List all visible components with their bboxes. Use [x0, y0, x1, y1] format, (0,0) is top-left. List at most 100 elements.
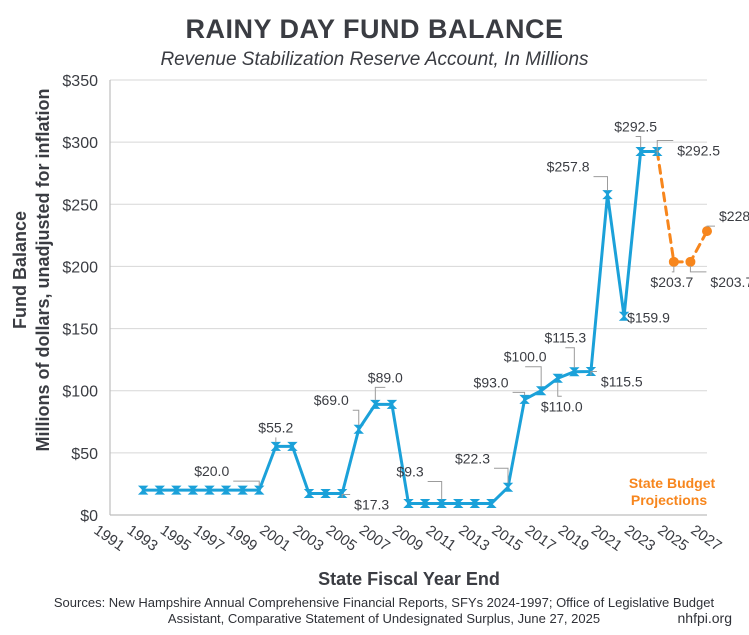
- x-tick-label: 2007: [356, 522, 393, 555]
- label-leader-line: [512, 391, 526, 396]
- data-point-marker: [403, 498, 414, 508]
- data-label: $257.8: [547, 159, 590, 175]
- x-tick-label: 1999: [223, 522, 260, 555]
- chart-axes: [109, 80, 707, 516]
- y-tick-label: $0: [80, 508, 98, 525]
- label-leader-line: [233, 480, 260, 487]
- data-point-marker: [270, 441, 282, 451]
- chart-subtitle: Revenue Stabilization Reserve Account, I…: [160, 49, 589, 70]
- data-label: $203.7: [650, 274, 693, 290]
- label-leader-line: [374, 386, 386, 401]
- x-tick-label: 1997: [190, 522, 227, 555]
- data-point-marker: [137, 485, 149, 495]
- data-label: $9.3: [396, 463, 423, 479]
- data-label: $20.0: [194, 463, 229, 479]
- source-line-2: Assistant, Comparative Statement of Unde…: [167, 611, 601, 626]
- x-tick-label: 2011: [423, 522, 459, 554]
- data-label: $115.5: [601, 373, 643, 389]
- y-tick-label: $350: [62, 73, 98, 90]
- data-label: $69.0: [314, 392, 349, 408]
- y-tick-label: $50: [71, 446, 98, 463]
- source-note: Sources: New Hampshire Annual Comprehens…: [44, 595, 724, 627]
- projection-line: [655, 149, 709, 264]
- data-point-marker: [519, 394, 530, 404]
- data-point-marker: [602, 190, 613, 200]
- y-tick-label: $300: [62, 135, 98, 152]
- chart-markers: [137, 146, 712, 508]
- data-point-marker: [254, 485, 265, 495]
- x-tick-label: 2009: [389, 522, 426, 555]
- data-point-marker: [702, 226, 712, 237]
- data-point-marker: [303, 488, 315, 498]
- data-label: $115.3: [544, 330, 586, 346]
- label-leader-line: [525, 366, 542, 387]
- data-point-marker: [685, 256, 696, 267]
- data-point-marker: [204, 485, 215, 495]
- label-leader-line: [689, 265, 707, 273]
- data-point-marker: [386, 399, 398, 409]
- data-point-marker: [353, 424, 364, 434]
- y-axis-label-line1: Fund Balance: [10, 211, 30, 329]
- x-tick-label: 2025: [654, 522, 691, 555]
- label-leader-line: [656, 139, 674, 156]
- data-label: $292.5: [677, 142, 720, 158]
- data-label: $55.2: [258, 419, 293, 435]
- data-point-marker: [187, 485, 199, 495]
- data-label: $110.0: [541, 398, 583, 414]
- y-tick-label: $150: [62, 322, 98, 339]
- chart-title: RAINY DAY FUND BALANCE: [185, 14, 564, 44]
- data-point-marker: [486, 498, 497, 508]
- projection-label-line1: State Budget: [629, 475, 716, 491]
- data-point-marker: [453, 498, 464, 508]
- x-tick-label: 1993: [124, 522, 161, 555]
- label-leader-line: [557, 382, 562, 397]
- data-point-marker: [419, 498, 431, 508]
- label-leader-line: [635, 135, 642, 148]
- label-leader-line: [706, 225, 715, 228]
- x-tick-label: 2017: [522, 522, 559, 555]
- x-tick-label: 2023: [621, 522, 658, 555]
- x-tick-label: 2005: [323, 522, 360, 555]
- data-point-marker: [436, 498, 447, 508]
- label-leader-line: [352, 409, 360, 426]
- x-tick-label: 2003: [290, 522, 327, 555]
- data-point-marker: [220, 485, 232, 495]
- data-point-marker: [618, 311, 630, 321]
- data-label: $17.3: [354, 496, 389, 512]
- data-point-marker: [320, 488, 331, 498]
- data-point-marker: [552, 373, 563, 383]
- y-tick-label: $250: [62, 197, 98, 214]
- chart-lines: [141, 149, 709, 505]
- y-axis-label-line2: Millions of dollars, unadjusted for infl…: [33, 89, 53, 452]
- x-tick-label: 2019: [555, 522, 592, 555]
- site-credit: nhfpi.org: [677, 610, 732, 626]
- label-leader-line: [590, 370, 597, 376]
- data-point-marker: [287, 441, 298, 451]
- historical-line: [141, 149, 659, 505]
- x-tick-label: 2001: [256, 522, 293, 555]
- source-line-1: Sources: New Hampshire Annual Comprehens…: [53, 595, 715, 610]
- label-leader-line: [494, 467, 509, 484]
- data-label: $292.5: [614, 118, 657, 134]
- data-point-marker: [171, 485, 182, 495]
- label-leader-line: [671, 265, 675, 273]
- projection-label-line2: Projections: [631, 492, 707, 508]
- chart-data-labels: $20.0 $55.2 $17.3 $69.0 $89.0 $9.3 $22.3 $93.0 $…: [194, 118, 749, 512]
- label-leader-line: [427, 480, 443, 500]
- label-leader-line: [341, 493, 351, 498]
- data-label: $22.3: [455, 450, 490, 466]
- data-point-marker: [635, 146, 646, 156]
- data-point-marker: [370, 399, 381, 409]
- data-point-marker: [502, 482, 514, 492]
- chart-grid: [110, 79, 707, 454]
- x-tick-label: 2021: [588, 522, 625, 555]
- data-point-marker: [569, 367, 580, 377]
- data-label: $228.4: [719, 208, 749, 224]
- label-leader-line: [565, 347, 575, 368]
- x-tick-label: 1991: [91, 522, 128, 555]
- data-label: $89.0: [368, 369, 403, 385]
- data-label: $159.9: [627, 309, 670, 325]
- x-tick-label: 2013: [455, 522, 492, 555]
